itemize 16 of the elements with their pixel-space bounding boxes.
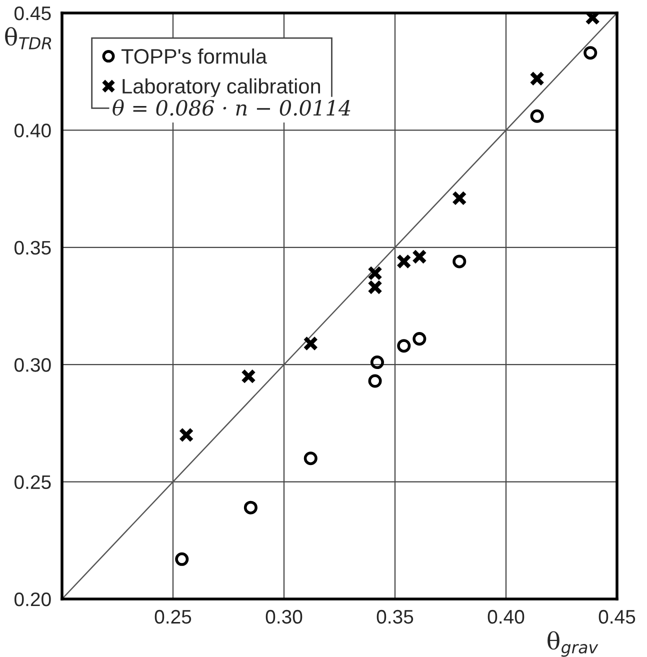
legend-label: Laboratory calibration bbox=[122, 78, 320, 98]
text: 0.30 bbox=[14, 358, 51, 372]
y-axis-title: θ$_{TDR}$ bbox=[5, 27, 52, 50]
legend-label: TOPP's formula bbox=[121, 48, 268, 64]
annotation: θ = 0.086 · n − 0.0114 bbox=[112, 99, 350, 116]
x-axis-title: θ$_{grav}$ bbox=[548, 631, 598, 657]
text: 0.40 bbox=[14, 124, 51, 138]
x-tick-label: 0.45 bbox=[598, 610, 636, 624]
text: 0.20 bbox=[14, 592, 51, 606]
x-tick-label: 0.25 bbox=[154, 610, 192, 624]
text: 0.30 bbox=[266, 610, 302, 624]
y-tick-label: 0.25 bbox=[14, 475, 51, 490]
x-tick-label: 0.35 bbox=[376, 610, 414, 624]
y-tick-label: 0.45 bbox=[14, 6, 51, 20]
text: 0.40 bbox=[488, 610, 524, 624]
y-tick-label: 0.35 bbox=[14, 240, 51, 255]
